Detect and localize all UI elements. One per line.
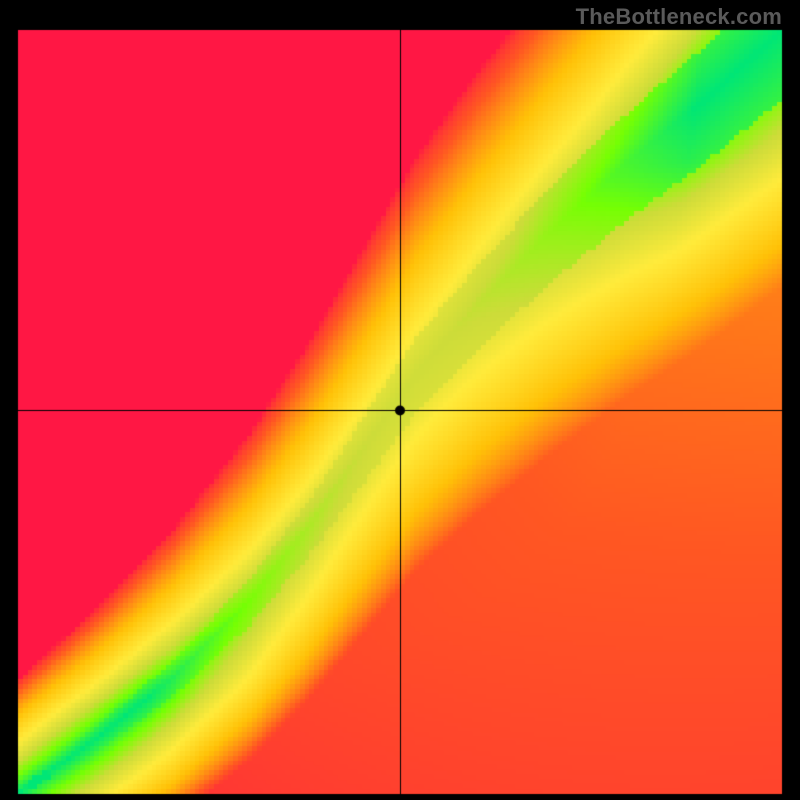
watermark-text: TheBottleneck.com [576,4,782,30]
chart-wrapper: { "watermark": { "text": "TheBottleneck.… [0,0,800,800]
bottleneck-heatmap [0,0,800,800]
